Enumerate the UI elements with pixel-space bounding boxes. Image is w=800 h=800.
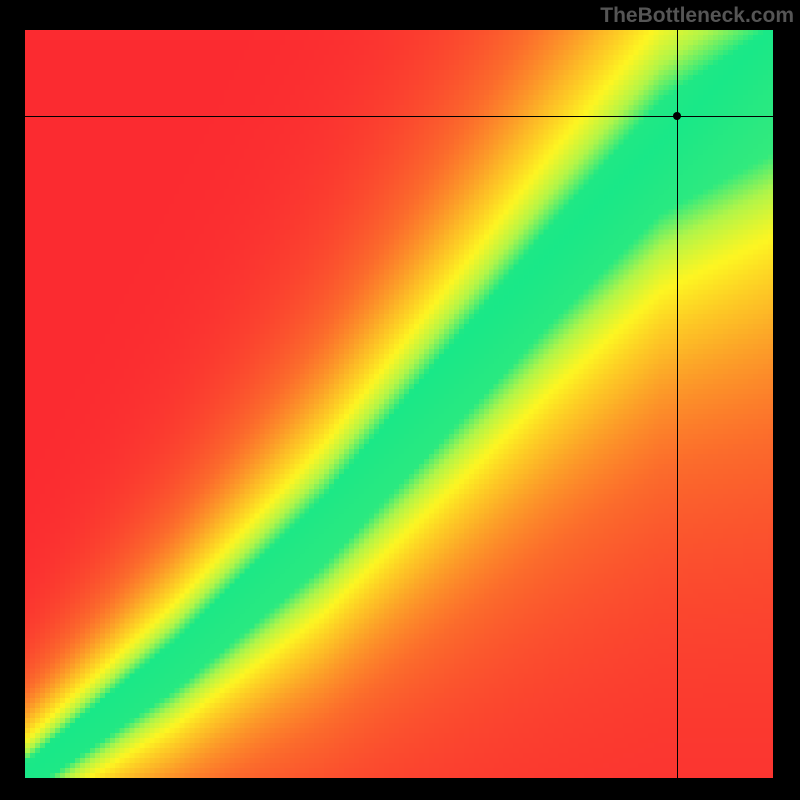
crosshair-horizontal bbox=[25, 116, 773, 117]
crosshair-vertical bbox=[677, 30, 678, 778]
heatmap-canvas bbox=[25, 30, 773, 778]
watermark-text: TheBottleneck.com bbox=[600, 4, 794, 28]
plot-area bbox=[25, 30, 773, 778]
chart-container: TheBottleneck.com bbox=[0, 0, 800, 800]
data-point-marker bbox=[673, 112, 681, 120]
